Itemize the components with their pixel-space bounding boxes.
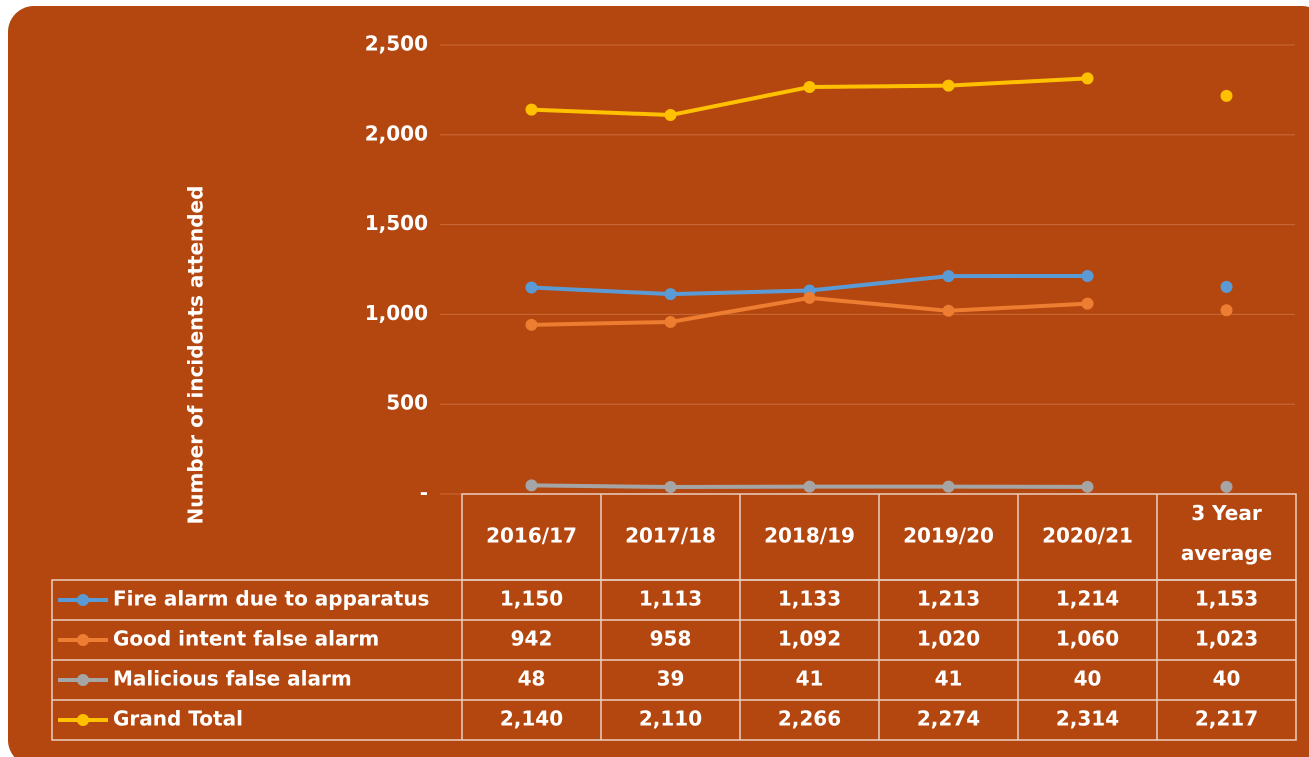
data-label: 1,150 [500, 587, 563, 611]
data-point [1081, 480, 1094, 493]
legend-marker [77, 674, 89, 686]
data-label: 1,113 [639, 587, 702, 611]
x-tick-label: 2020/21 [1042, 524, 1133, 548]
y-tick-label: - [420, 481, 428, 505]
data-point [942, 480, 955, 493]
legend-marker [77, 634, 89, 646]
data-point [803, 81, 816, 94]
data-point [1081, 72, 1094, 85]
data-point [664, 109, 677, 122]
data-point [1081, 269, 1094, 282]
data-label: 2,266 [778, 707, 841, 731]
data-point [525, 103, 538, 116]
background [8, 6, 1309, 757]
data-label: 2,274 [917, 707, 980, 731]
data-label: 958 [650, 627, 692, 651]
data-label: 1,020 [917, 627, 980, 651]
x-tick-label: 2019/20 [903, 524, 994, 548]
legend-marker [77, 714, 89, 726]
legend-label: Good intent false alarm [113, 627, 379, 651]
data-label: 1,153 [1195, 587, 1258, 611]
data-point [664, 480, 677, 493]
data-point [664, 288, 677, 301]
data-label: 2,314 [1056, 707, 1119, 731]
data-label: 41 [796, 667, 824, 691]
data-point [525, 318, 538, 331]
y-tick-label: 1,000 [365, 301, 428, 325]
legend-label: Grand Total [113, 707, 243, 731]
data-label: 2,110 [639, 707, 702, 731]
data-label: 1,213 [917, 587, 980, 611]
data-label: 1,214 [1056, 587, 1119, 611]
data-point [1081, 297, 1094, 310]
data-label: 40 [1074, 667, 1102, 691]
data-point [942, 270, 955, 283]
legend-marker [77, 594, 89, 606]
x-tick-label: 3 Year average [1181, 501, 1272, 565]
data-point [803, 480, 816, 493]
data-label: 2,140 [500, 707, 563, 731]
x-tick-label: 2018/19 [764, 524, 855, 548]
data-point [803, 291, 816, 304]
legend-label: Fire alarm due to apparatus [113, 587, 429, 611]
data-point [1220, 89, 1233, 102]
data-point [525, 281, 538, 294]
data-label: 1,023 [1195, 627, 1258, 651]
data-point [1220, 480, 1233, 493]
data-point [1220, 304, 1233, 317]
data-label: 1,092 [778, 627, 841, 651]
data-label: 48 [518, 667, 546, 691]
data-point [1220, 280, 1233, 293]
data-label: 1,060 [1056, 627, 1119, 651]
legend-label: Malicious false alarm [113, 667, 352, 691]
y-tick-label: 2,000 [365, 121, 428, 145]
x-tick-label: 2017/18 [625, 524, 716, 548]
data-point [942, 79, 955, 92]
data-label: 1,133 [778, 587, 841, 611]
data-label: 2,217 [1195, 707, 1258, 731]
y-axis-label: Number of incidents attended [184, 186, 208, 525]
y-tick-label: 500 [386, 391, 428, 415]
data-label: 39 [657, 667, 685, 691]
data-point [942, 304, 955, 317]
data-label: 40 [1213, 667, 1241, 691]
data-point [525, 479, 538, 492]
y-tick-label: 1,500 [365, 211, 428, 235]
data-label: 942 [511, 627, 553, 651]
data-label: 41 [935, 667, 963, 691]
y-tick-label: 2,500 [365, 32, 428, 56]
x-tick-label: 2016/17 [486, 524, 577, 548]
data-point [664, 315, 677, 328]
